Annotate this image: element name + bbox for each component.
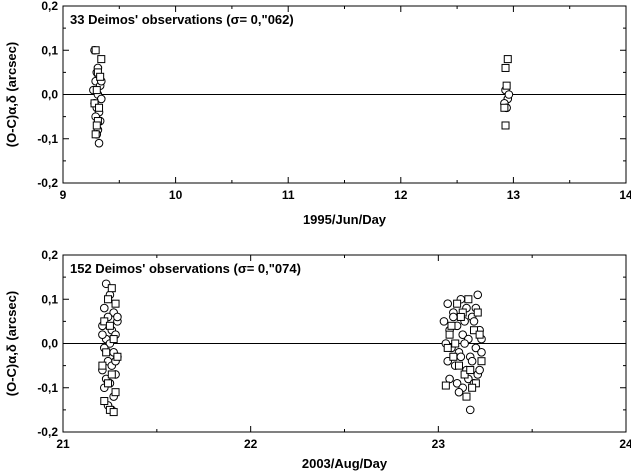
top-data-points	[89, 45, 514, 148]
top-panel: 33 Deimos' observations (σ= 0,"062) 1995…	[4, 0, 631, 227]
bottom-circle-point	[456, 352, 466, 362]
bottom-square-point	[453, 299, 462, 308]
bottom-square-point	[445, 330, 454, 339]
top-x-tick-label: 14	[619, 188, 631, 202]
top-axis-ticks: 0,2 0,1 0,0 -0,1 -0,29 10 11 12 13 14	[37, 0, 631, 202]
top-square-point	[92, 86, 101, 95]
top-square-point	[95, 103, 104, 112]
bottom-square-point	[449, 352, 458, 361]
top-y-tick-label: 0,0	[41, 88, 58, 102]
top-circle-point	[96, 94, 106, 104]
bottom-circle-point	[99, 303, 109, 313]
bottom-y-tick-label: 0,1	[41, 292, 58, 306]
bottom-square-point	[441, 381, 450, 390]
top-y-tick-label: 0,1	[41, 43, 58, 57]
bottom-x-tick-label: 24	[619, 437, 631, 451]
bottom-square-point	[462, 392, 471, 401]
bottom-y-tick-label: -0,1	[37, 381, 58, 395]
top-chart-title: 33 Deimos' observations (σ= 0,"062)	[70, 12, 294, 27]
bottom-square-point	[109, 335, 118, 344]
bottom-y-tick-label: 0,2	[41, 248, 58, 262]
bottom-circle-point	[439, 317, 449, 326]
bottom-square-point	[475, 330, 484, 339]
bottom-square-point	[456, 312, 465, 321]
bottom-square-point	[111, 388, 120, 397]
bottom-square-point	[468, 383, 477, 392]
bottom-square-point	[98, 361, 107, 370]
top-square-point	[500, 103, 509, 112]
top-x-tick-label: 10	[169, 188, 183, 202]
top-x-tick-label: 13	[507, 188, 521, 202]
bottom-circle-point	[469, 317, 479, 326]
bottom-x-tick-label: 22	[244, 437, 258, 451]
bottom-circle-point	[477, 348, 486, 357]
top-square-point	[503, 55, 512, 64]
bottom-square-point	[104, 295, 113, 304]
bottom-square-point	[454, 361, 463, 370]
bottom-square-point	[473, 308, 482, 317]
top-square-point	[90, 99, 99, 108]
top-x-tick-label: 9	[60, 188, 67, 202]
bottom-circle-point	[467, 356, 477, 366]
bottom-circle-point	[454, 387, 464, 397]
top-square-point	[96, 72, 105, 81]
bottom-square-point	[100, 397, 109, 406]
bottom-circle-point	[458, 330, 468, 339]
top-y-tick-label: -0,2	[37, 176, 58, 190]
bottom-circle-point	[98, 330, 107, 339]
bottom-y-tick-label: -0,2	[37, 425, 58, 439]
bottom-square-point	[460, 370, 469, 379]
bottom-circle-point	[113, 312, 122, 322]
top-square-point	[502, 81, 511, 90]
bottom-circle-point	[473, 290, 483, 300]
bottom-y-axis-label: (O-C)α,δ (arcsec)	[4, 291, 19, 396]
bottom-circle-point	[471, 343, 481, 353]
top-square-point	[97, 55, 106, 64]
top-y-tick-label: -0,1	[37, 132, 58, 146]
bottom-circle-point	[465, 405, 475, 415]
top-square-point	[92, 121, 101, 130]
bottom-square-point	[451, 339, 460, 348]
bottom-square-point	[466, 366, 475, 375]
bottom-axis-ticks: 0,2 0,1 0,0 -0,1 -0,221 22 23 24	[37, 248, 631, 451]
bottom-square-point	[107, 284, 116, 293]
bottom-square-point	[469, 326, 478, 335]
top-square-point	[91, 46, 100, 55]
top-circle-point	[504, 90, 514, 99]
bottom-square-point	[464, 295, 473, 304]
bottom-square-point	[111, 299, 120, 308]
bottom-x-tick-label: 23	[432, 437, 446, 451]
bottom-circle-point	[475, 365, 484, 375]
bottom-x-axis-label: 2003/Aug/Day	[302, 456, 388, 471]
top-square-point	[501, 63, 510, 72]
top-y-axis-label: (O-C)α,δ (arcsec)	[4, 42, 19, 147]
bottom-square-point	[105, 321, 114, 330]
top-x-tick-label: 12	[394, 188, 408, 202]
bottom-square-point	[104, 379, 113, 388]
top-square-point	[501, 121, 510, 130]
bottom-panel: 152 Deimos' observations (σ= 0,"074) 200…	[4, 248, 631, 471]
bottom-circle-point	[449, 312, 458, 322]
top-y-tick-label: 0,2	[41, 0, 58, 13]
top-circle-point	[94, 138, 104, 148]
bottom-square-point	[100, 317, 109, 326]
top-x-axis-label: 1995/Jun/Day	[303, 212, 387, 227]
bottom-chart-title: 152 Deimos' observations (σ= 0,"074)	[70, 261, 301, 276]
bottom-data-points	[98, 279, 486, 417]
bottom-circle-point	[452, 379, 462, 388]
bottom-square-point	[107, 370, 116, 379]
bottom-circle-point	[443, 299, 453, 308]
bottom-square-point	[102, 348, 111, 357]
bottom-square-point	[443, 343, 452, 352]
bottom-square-point	[109, 408, 118, 417]
bottom-y-tick-label: 0,0	[41, 337, 58, 351]
top-square-point	[91, 130, 100, 139]
bottom-circle-point	[460, 339, 469, 348]
top-x-tick-label: 11	[282, 188, 295, 202]
bottom-square-point	[477, 357, 486, 366]
bottom-x-tick-label: 21	[56, 437, 70, 451]
bottom-square-point	[447, 321, 456, 330]
bottom-square-point	[113, 352, 122, 361]
